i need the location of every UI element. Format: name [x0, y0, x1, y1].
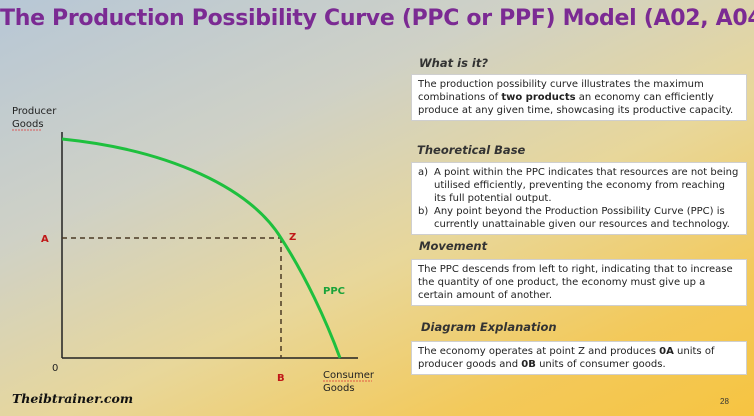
diagram-explanation-box: The economy operates at point Z and prod… [411, 341, 747, 375]
point-b-label: B [277, 373, 285, 384]
origin-label: 0 [52, 363, 58, 374]
x-axis-label-line2: Goods [323, 383, 355, 394]
ppc-curve [61, 137, 342, 359]
explanation-bold-2: 0B [521, 359, 536, 370]
page-number: 28 [720, 397, 729, 406]
list-item-marker: b) [418, 206, 429, 217]
movement-heading: Movement [419, 239, 488, 253]
explanation-text-1: The economy operates at point Z and prod… [418, 346, 660, 357]
what-is-it-heading: What is it? [419, 56, 489, 70]
y-axis-label-line2: Goods [12, 119, 44, 130]
list-item-text: Any point beyond the Production Possibil… [434, 206, 730, 230]
what-is-it-text-2: an economy can efficiently produce at an… [418, 92, 734, 116]
list-item: a) A point within the PPC indicates that… [418, 166, 740, 205]
ppc-curve-label: PPC [323, 286, 345, 297]
brand-logo-text: Theibtrainer.com [12, 391, 134, 406]
x-axis-label-line1: Consumer [323, 370, 375, 381]
explanation-bold-1: 0A [659, 346, 674, 357]
theoretical-base-heading: Theoretical Base [417, 143, 526, 157]
theoretical-base-list: a) A point within the PPC indicates that… [418, 166, 740, 231]
theoretical-base-box: a) A point within the PPC indicates that… [411, 162, 747, 235]
point-z-label: Z [289, 232, 296, 243]
diagram-explanation-heading: Diagram Explanation [421, 320, 557, 334]
what-is-it-bold: two products [501, 92, 576, 103]
movement-box: The PPC descends from left to right, ind… [411, 259, 747, 306]
movement-text: The PPC descends from left to right, ind… [418, 264, 733, 301]
point-a-label: A [41, 234, 49, 245]
list-item-text: A point within the PPC indicates that re… [434, 167, 739, 204]
what-is-it-box: The production possibility curve illustr… [411, 74, 747, 121]
explanation-text-2: units of producer goods and [418, 346, 715, 370]
explanation-text-3: units of consumer goods. [535, 359, 666, 370]
page-title: The Production Possibility Curve (PPC or… [0, 6, 754, 31]
list-item: b) Any point beyond the Production Possi… [418, 205, 740, 231]
list-item-marker: a) [418, 167, 429, 178]
what-is-it-text-1: The production possibility curve illustr… [418, 79, 704, 103]
y-axis-label-line1: Producer [12, 106, 57, 117]
